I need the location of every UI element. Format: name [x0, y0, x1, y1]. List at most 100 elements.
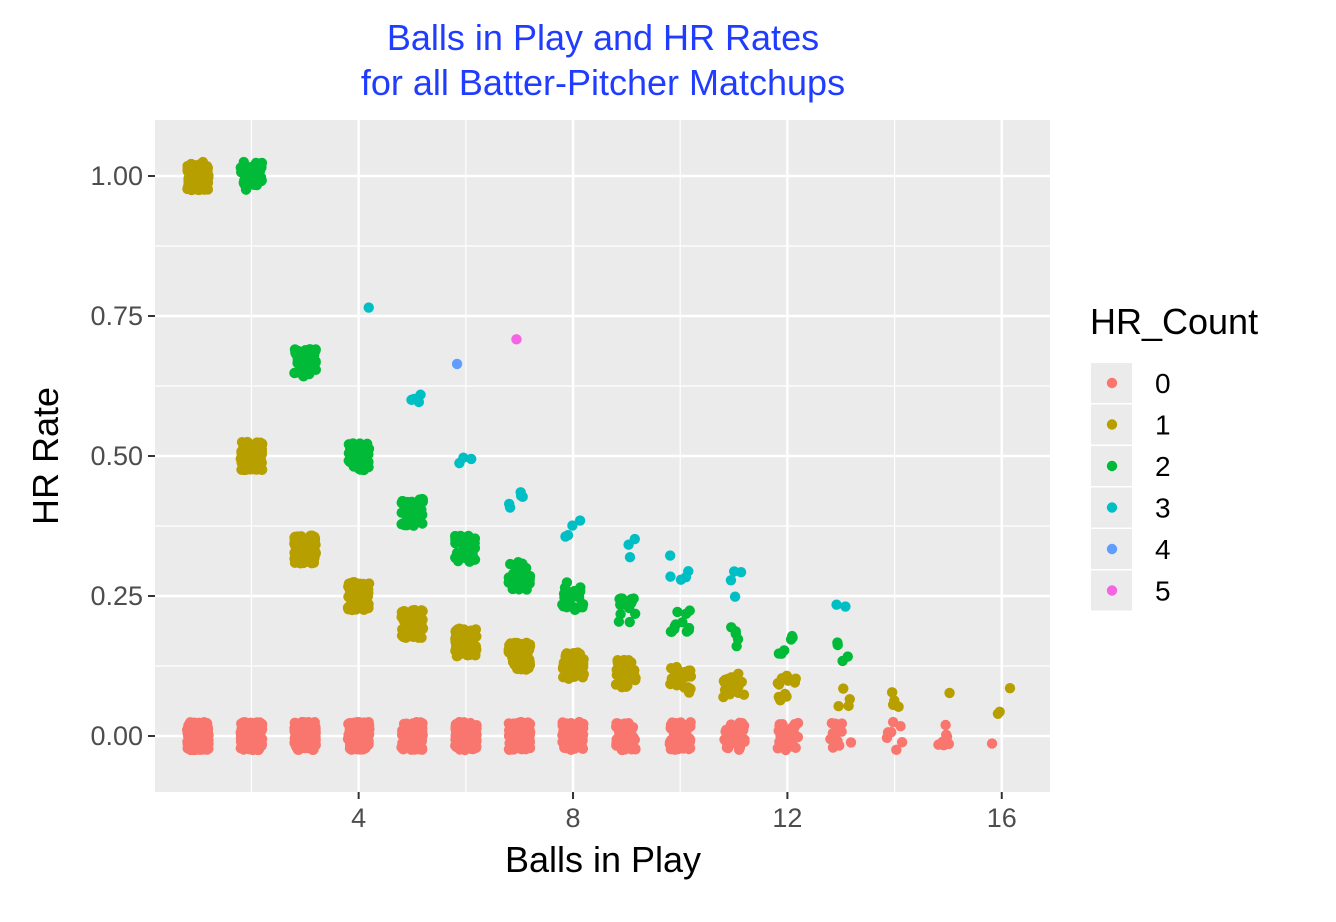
data-point-hr-0 — [559, 738, 571, 749]
chart-title-line-2: for all Batter-Pitcher Matchups — [361, 62, 845, 103]
data-point-hr-1 — [358, 578, 369, 590]
data-point-hr-3 — [363, 302, 374, 313]
data-point-hr-0 — [252, 735, 263, 746]
data-point-hr-0 — [187, 724, 198, 736]
data-point-hr-2 — [624, 599, 635, 610]
data-point-hr-0 — [826, 718, 838, 729]
data-point-hr-0 — [614, 729, 626, 741]
legend-label-0: 0 — [1155, 368, 1171, 399]
data-point-hr-3 — [623, 539, 634, 550]
data-point-hr-2 — [347, 452, 359, 463]
data-point-hr-1 — [665, 662, 677, 674]
data-point-hr-2 — [358, 449, 369, 461]
y-axis-title: HR Rate — [25, 387, 66, 525]
data-point-hr-1 — [185, 179, 197, 190]
y-axis-ticks: 0.00 0.25 0.50 0.75 1.00 — [90, 161, 155, 751]
data-point-hr-0 — [773, 725, 784, 737]
legend-label-3: 3 — [1155, 493, 1171, 524]
legend-entries: 0 1 2 3 4 5 — [1091, 363, 1171, 611]
x-tick-label: 4 — [351, 803, 366, 833]
data-point-hr-1 — [522, 656, 534, 668]
data-point-hr-0 — [574, 716, 585, 728]
data-point-hr-0 — [721, 742, 733, 753]
data-point-hr-0 — [625, 721, 636, 732]
data-point-hr-0 — [252, 743, 263, 754]
data-point-hr-1 — [246, 444, 257, 455]
data-point-hr-2 — [403, 499, 415, 510]
data-point-hr-0 — [352, 722, 363, 734]
data-point-hr-0 — [517, 719, 529, 730]
data-point-hr-1 — [255, 451, 266, 463]
data-point-hr-3 — [665, 571, 676, 582]
data-point-hr-0 — [400, 719, 411, 730]
data-point-hr-0 — [398, 744, 409, 755]
data-point-hr-1 — [620, 681, 632, 692]
data-point-hr-2 — [730, 626, 741, 637]
data-point-hr-0 — [346, 744, 357, 755]
data-point-hr-0 — [790, 742, 801, 754]
data-point-hr-0 — [832, 735, 843, 747]
data-point-hr-1 — [891, 700, 902, 711]
chart-title-line-1: Balls in Play and HR Rates — [387, 17, 819, 58]
data-point-hr-0 — [190, 744, 202, 755]
data-point-hr-1 — [612, 655, 623, 666]
data-point-hr-4 — [451, 358, 463, 370]
data-point-hr-1 — [570, 669, 581, 681]
data-point-hr-1 — [182, 166, 194, 177]
data-point-hr-1 — [509, 659, 520, 670]
data-point-hr-0 — [774, 736, 785, 748]
data-point-hr-3 — [725, 575, 737, 586]
y-tick-label: 0.00 — [90, 721, 143, 751]
data-point-hr-1 — [1004, 682, 1016, 694]
data-point-hr-1 — [246, 464, 257, 475]
data-point-hr-0 — [242, 717, 253, 729]
data-point-hr-0 — [304, 725, 315, 736]
data-point-hr-1 — [781, 670, 792, 681]
data-point-hr-1 — [773, 679, 785, 690]
data-point-hr-2 — [503, 577, 514, 588]
data-point-hr-1 — [404, 608, 415, 619]
data-point-hr-0 — [513, 727, 525, 739]
legend-key-0 — [1106, 377, 1118, 389]
data-point-hr-1 — [738, 689, 750, 700]
data-point-hr-0 — [943, 738, 954, 750]
data-point-hr-1 — [308, 557, 320, 568]
data-point-hr-1 — [466, 625, 477, 636]
data-point-hr-1 — [833, 701, 844, 712]
data-point-hr-1 — [616, 672, 627, 683]
data-point-hr-0 — [309, 740, 321, 751]
data-point-hr-0 — [986, 738, 998, 749]
data-point-hr-2 — [348, 438, 359, 450]
data-point-hr-0 — [739, 734, 750, 745]
data-point-hr-1 — [309, 531, 320, 542]
data-point-hr-3 — [515, 490, 527, 502]
data-point-hr-2 — [683, 622, 695, 634]
data-point-hr-2 — [776, 648, 787, 659]
data-point-hr-0 — [611, 718, 622, 729]
data-point-hr-1 — [194, 174, 206, 186]
data-point-hr-3 — [729, 591, 741, 602]
data-point-hr-1 — [463, 649, 474, 660]
data-point-hr-1 — [521, 637, 532, 649]
data-point-hr-2 — [787, 632, 798, 643]
data-point-hr-0 — [896, 737, 908, 748]
x-axis-title: Balls in Play — [505, 839, 701, 880]
data-point-hr-0 — [468, 727, 479, 739]
data-point-hr-0 — [567, 733, 579, 744]
data-point-hr-0 — [294, 741, 305, 753]
data-point-hr-2 — [560, 583, 571, 595]
data-point-hr-1 — [291, 538, 303, 549]
legend-label-5: 5 — [1155, 576, 1171, 607]
data-point-hr-2 — [670, 619, 681, 630]
data-point-hr-0 — [516, 736, 528, 748]
data-point-hr-2 — [518, 576, 530, 587]
data-point-hr-3 — [735, 566, 747, 578]
data-point-hr-1 — [195, 182, 207, 194]
data-point-hr-2 — [570, 604, 581, 615]
data-point-hr-2 — [463, 530, 474, 542]
data-point-hr-1 — [629, 670, 640, 682]
data-point-hr-1 — [190, 160, 202, 171]
data-point-hr-0 — [577, 733, 588, 745]
x-axis-ticks: 4 8 12 16 — [351, 792, 1017, 833]
data-point-hr-1 — [886, 687, 898, 698]
